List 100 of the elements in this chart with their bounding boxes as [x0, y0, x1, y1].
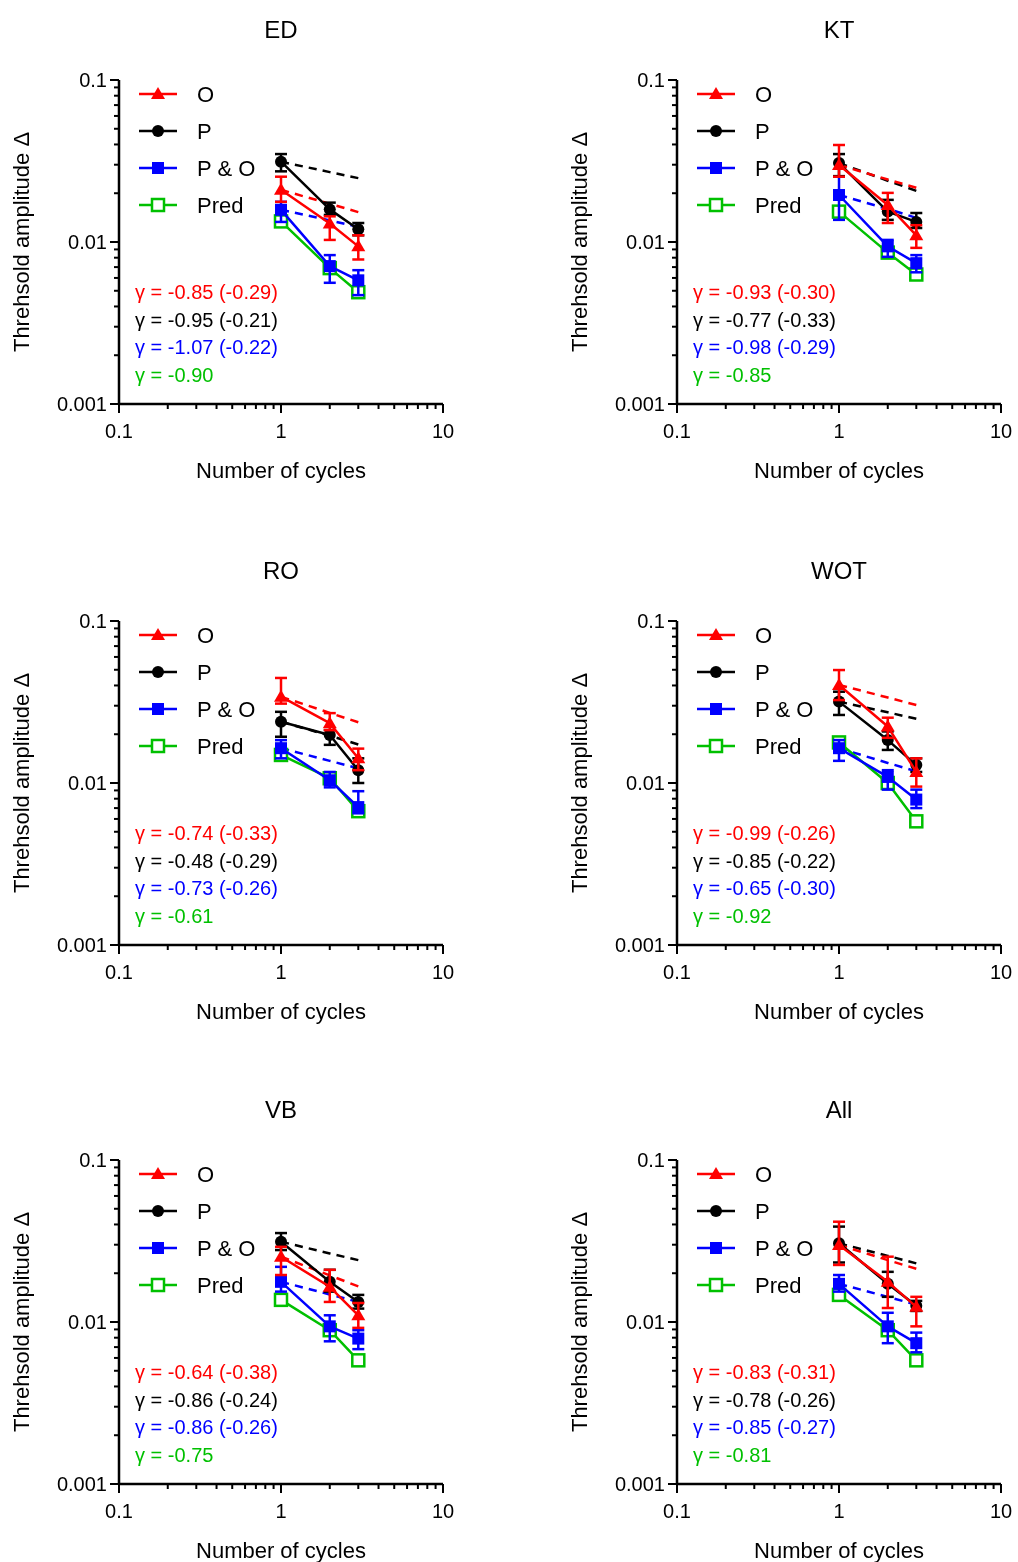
x-tick-label: 1 — [833, 961, 845, 983]
legend-label: P & O — [197, 697, 256, 722]
legend-label: Pred — [755, 1273, 802, 1298]
x-tick-label: 0.1 — [105, 961, 133, 983]
legend-label: P & O — [197, 156, 256, 181]
legend-label: O — [755, 82, 773, 107]
legend-label: O — [755, 623, 773, 648]
annotation: γ = -0.90 — [135, 363, 214, 386]
annotation: γ = -0.98 (-0.29) — [693, 336, 836, 358]
y-axis-title: Threhsold amplitude Δ — [9, 1211, 34, 1433]
x-tick-label: 0.1 — [663, 420, 691, 442]
y-tick-label: 0.01 — [68, 772, 107, 794]
annotation: γ = -0.85 (-0.22) — [693, 849, 836, 872]
x-axis-title: Number of cycles — [196, 999, 366, 1024]
legend-label: O — [197, 82, 215, 107]
x-tick-label: 10 — [989, 1500, 1013, 1522]
annotation: γ = -0.95 (-0.21) — [135, 308, 278, 331]
annotation: γ = -0.73 (-0.26) — [135, 877, 278, 899]
y-axis-title: Threhsold amplitude Δ — [567, 1211, 592, 1433]
annotation: γ = -0.74 (-0.33) — [135, 822, 278, 844]
annotation: γ = -0.65 (-0.30) — [693, 877, 836, 899]
x-tick-label: 0.1 — [105, 1500, 133, 1522]
legend-label: P & O — [197, 1236, 256, 1261]
legend-label: P & O — [755, 1236, 814, 1261]
legend-label: P — [197, 660, 212, 685]
x-tick-label: 1 — [275, 961, 287, 983]
x-axis-title: Number of cycles — [754, 1538, 924, 1562]
y-tick-label: 0.01 — [626, 1311, 665, 1333]
y-tick-label: 0.01 — [626, 231, 665, 253]
x-axis-title: Number of cycles — [754, 458, 924, 483]
chart-title: VB — [264, 1096, 298, 1123]
annotation: γ = -0.99 (-0.26) — [693, 822, 836, 844]
annotation: γ = -0.48 (-0.29) — [135, 849, 278, 872]
legend-label: P — [755, 119, 770, 144]
annotation: γ = -0.61 — [135, 904, 214, 927]
x-tick-label: 1 — [275, 420, 287, 442]
y-tick-label: 0.001 — [614, 934, 665, 956]
legend-label: Pred — [197, 734, 244, 759]
annotation: γ = -0.93 (-0.30) — [693, 281, 836, 303]
x-tick-label: 1 — [833, 1500, 845, 1522]
x-axis-title: Number of cycles — [754, 999, 924, 1024]
chart-title: ED — [264, 16, 298, 43]
annotation: γ = -0.75 — [135, 1443, 214, 1466]
y-tick-label: 0.001 — [56, 934, 107, 956]
annotation: γ = -0.77 (-0.33) — [693, 308, 836, 331]
y-tick-label: 0.01 — [626, 772, 665, 794]
x-tick-label: 10 — [989, 420, 1013, 442]
y-tick-label: 0.001 — [614, 1473, 665, 1495]
y-tick-label: 0.1 — [79, 69, 107, 91]
annotation: γ = -0.85 (-0.27) — [693, 1416, 836, 1438]
x-tick-label: 1 — [275, 1500, 287, 1522]
annotation: γ = -0.81 — [693, 1443, 772, 1466]
x-axis-title: Number of cycles — [196, 458, 366, 483]
legend-label: Pred — [755, 193, 802, 218]
legend-label: Pred — [755, 734, 802, 759]
annotation: γ = -0.85 — [693, 363, 772, 386]
legend-label: O — [755, 1162, 773, 1187]
legend-label: P — [197, 119, 212, 144]
x-tick-label: 10 — [431, 420, 455, 442]
annotation: γ = -0.64 (-0.38) — [135, 1361, 278, 1383]
chart-title: RO — [263, 557, 299, 584]
y-tick-label: 0.1 — [637, 1149, 665, 1171]
y-tick-label: 0.1 — [79, 610, 107, 632]
x-tick-label: 1 — [833, 420, 845, 442]
y-tick-label: 0.001 — [614, 393, 665, 415]
y-tick-label: 0.001 — [56, 1473, 107, 1495]
y-tick-label: 0.01 — [68, 231, 107, 253]
legend-label: Pred — [197, 1273, 244, 1298]
legend-label: P — [197, 1199, 212, 1224]
x-tick-label: 0.1 — [105, 420, 133, 442]
chart-title: WOT — [811, 557, 868, 584]
annotation: γ = -0.86 (-0.24) — [135, 1388, 278, 1411]
x-tick-label: 10 — [989, 961, 1013, 983]
legend-label: Pred — [197, 193, 244, 218]
legend-label: O — [197, 1162, 215, 1187]
chart-title: KT — [823, 16, 855, 43]
y-axis-title: Threhsold amplitude Δ — [9, 672, 34, 894]
x-tick-label: 0.1 — [663, 1500, 691, 1522]
annotation: γ = -1.07 (-0.22) — [135, 336, 278, 358]
legend-label: P & O — [755, 156, 814, 181]
annotation: γ = -0.78 (-0.26) — [693, 1388, 836, 1411]
annotation: γ = -0.92 — [693, 904, 772, 927]
annotation: γ = -0.85 (-0.29) — [135, 281, 278, 303]
x-tick-label: 10 — [431, 961, 455, 983]
legend-label: O — [197, 623, 215, 648]
y-tick-label: 0.01 — [68, 1311, 107, 1333]
legend-label: P & O — [755, 697, 814, 722]
y-axis-title: Threhsold amplitude Δ — [9, 131, 34, 353]
y-tick-label: 0.1 — [637, 69, 665, 91]
annotation: γ = -0.86 (-0.26) — [135, 1416, 278, 1438]
y-tick-label: 0.1 — [79, 1149, 107, 1171]
y-tick-label: 0.1 — [637, 610, 665, 632]
x-tick-label: 10 — [431, 1500, 455, 1522]
legend-label: P — [755, 660, 770, 685]
chart-title: All — [825, 1096, 853, 1123]
x-tick-label: 0.1 — [663, 961, 691, 983]
x-axis-title: Number of cycles — [196, 1538, 366, 1562]
y-tick-label: 0.001 — [56, 393, 107, 415]
annotation: γ = -0.83 (-0.31) — [693, 1361, 836, 1383]
y-axis-title: Threhsold amplitude Δ — [567, 131, 592, 353]
